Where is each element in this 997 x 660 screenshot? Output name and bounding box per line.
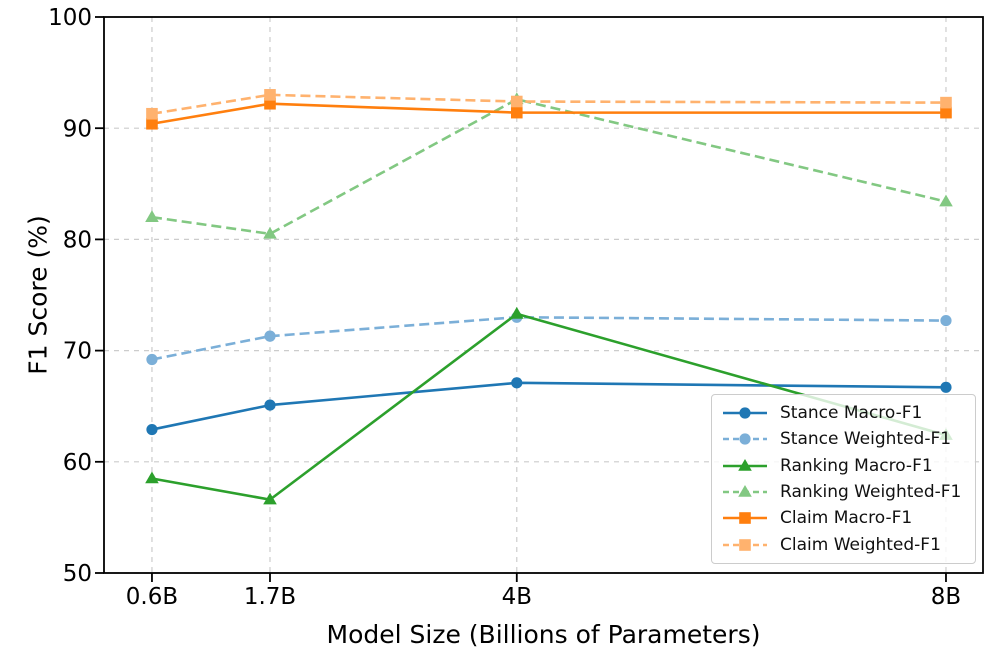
y-tick-label: 100 [48,5,92,31]
series-claim-macro-f1-marker [264,97,276,110]
series-claim-macro-f1-marker [146,117,158,130]
legend-item-claim-macro-f1: Claim Macro-F1 [722,505,965,531]
square-marker-icon [739,512,751,525]
legend-item-stance-weighted-f1: Stance Weighted-F1 [722,426,965,452]
series-ranking-macro-f1-marker [509,306,524,319]
series-stance-macro-f1-marker [940,381,952,393]
legend-triangle-swatch [722,483,768,501]
series-ranking-macro-f1-marker [263,492,277,505]
series-line-claim-macro-f1 [151,102,946,126]
legend-square-swatch [722,509,768,527]
legend-label: Claim Weighted-F1 [780,534,941,555]
series-claim-weighted-f1-marker [510,95,523,108]
series-stance-macro-f1-marker [511,377,523,389]
y-axis-label: F1 Score (%) [23,215,53,375]
series-claim-macro-f1-marker [940,106,952,119]
legend-triangle-swatch [722,457,768,475]
legend-label: Stance Weighted-F1 [780,429,952,450]
y-tick-label: 60 [63,450,92,476]
square-marker-icon [739,538,751,551]
series-ranking-weighted-f1-marker [145,210,159,222]
series-stance-weighted-f1-marker [146,353,158,366]
y-tick-label: 70 [63,339,92,365]
legend-label: Ranking Weighted-F1 [780,482,962,503]
x-tick-label: 0.6B [126,584,178,610]
y-tick-label: 80 [63,227,92,253]
series-ranking-weighted-f1-marker [263,226,277,239]
series-claim-weighted-f1-marker [146,107,158,120]
x-tick-label: 1.7B [244,584,296,610]
series-line-stance-weighted-f1 [151,315,946,361]
series-line-claim-weighted-f1 [151,93,946,116]
plot-border [103,16,984,574]
series-stance-weighted-f1-marker [264,330,276,342]
legend-label: Stance Macro-F1 [780,403,923,424]
chart-legend: Stance Macro-F1 Stance Weighted-F1 Ranking… [711,394,976,564]
y-tick-label: 50 [63,561,92,587]
series-ranking-macro-f1-marker [145,471,159,484]
series-claim-weighted-f1-marker [940,96,952,109]
legend-square-swatch [722,536,768,554]
triangle-marker-icon [738,485,752,497]
circle-marker-icon [739,407,751,419]
legend-item-stance-macro-f1: Stance Macro-F1 [722,400,965,426]
series-stance-macro-f1-marker [146,423,158,436]
series-claim-macro-f1-marker [510,106,523,119]
x-axis-label: Model Size (Billions of Parameters) [326,620,761,649]
y-tick-label: 90 [63,116,92,142]
legend-item-claim-weighted-f1: Claim Weighted-F1 [722,532,965,558]
triangle-marker-icon [738,458,752,471]
legend-label: Ranking Macro-F1 [780,455,933,476]
series-line-stance-macro-f1 [151,381,946,431]
x-tick-label: 4B [502,584,532,610]
series-stance-macro-f1-marker [264,399,276,411]
legend-label: Claim Macro-F1 [780,508,913,529]
legend-item-ranking-weighted-f1: Ranking Weighted-F1 [722,479,965,505]
series-stance-weighted-f1-marker [940,314,952,327]
legend-circle-swatch [722,404,768,422]
legend-circle-swatch [722,430,768,448]
legend-item-ranking-macro-f1: Ranking Macro-F1 [722,453,965,479]
series-claim-weighted-f1-marker [264,89,276,101]
x-tick-label: 8B [931,584,961,610]
series-ranking-weighted-f1-marker [939,194,953,207]
series-line-ranking-weighted-f1 [151,97,947,236]
series-line-ranking-macro-f1 [151,312,947,501]
circle-marker-icon [739,433,751,446]
